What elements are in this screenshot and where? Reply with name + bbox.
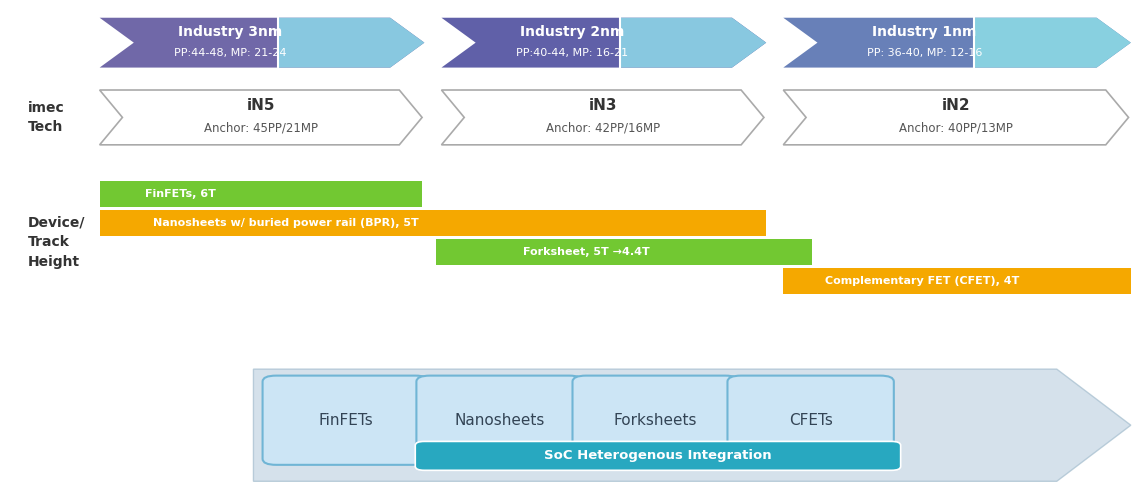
FancyBboxPatch shape: [262, 375, 429, 465]
Text: Complementary FET (CFET), 4T: Complementary FET (CFET), 4T: [826, 276, 1019, 286]
Text: FinFETs: FinFETs: [318, 413, 373, 428]
Text: iN5: iN5: [246, 98, 275, 113]
Text: Industry 1nm: Industry 1nm: [872, 25, 977, 39]
FancyBboxPatch shape: [100, 181, 423, 207]
Polygon shape: [783, 90, 1129, 145]
Text: PP: 36-40, MP: 12-16: PP: 36-40, MP: 12-16: [867, 47, 982, 57]
Text: CFETs: CFETs: [789, 413, 832, 428]
FancyBboxPatch shape: [783, 268, 1131, 294]
Text: Forksheet, 5T →4.4T: Forksheet, 5T →4.4T: [523, 247, 649, 257]
Polygon shape: [621, 18, 766, 68]
Text: Anchor: 45PP/21MP: Anchor: 45PP/21MP: [204, 122, 318, 135]
FancyBboxPatch shape: [417, 375, 583, 465]
Text: imec
Tech: imec Tech: [27, 101, 64, 134]
Polygon shape: [100, 90, 423, 145]
Polygon shape: [974, 18, 1131, 68]
Text: Anchor: 40PP/13MP: Anchor: 40PP/13MP: [899, 122, 1013, 135]
FancyBboxPatch shape: [436, 239, 812, 265]
Text: iN2: iN2: [941, 98, 970, 113]
FancyBboxPatch shape: [416, 442, 901, 470]
Text: Anchor: 42PP/16MP: Anchor: 42PP/16MP: [546, 122, 660, 135]
Text: Industry 3nm: Industry 3nm: [179, 25, 283, 39]
FancyBboxPatch shape: [100, 210, 766, 236]
Text: SoC Heterogenous Integration: SoC Heterogenous Integration: [544, 450, 772, 462]
Text: Forksheets: Forksheets: [614, 413, 697, 428]
Text: PP:40-44, MP: 16-21: PP:40-44, MP: 16-21: [516, 47, 629, 57]
Polygon shape: [100, 18, 425, 68]
Polygon shape: [278, 18, 425, 68]
FancyBboxPatch shape: [572, 375, 739, 465]
Text: Device/
Track
Height: Device/ Track Height: [27, 216, 86, 269]
Text: Industry 2nm: Industry 2nm: [520, 25, 624, 39]
Text: iN3: iN3: [589, 98, 617, 113]
Text: PP:44-48, MP: 21-24: PP:44-48, MP: 21-24: [174, 47, 286, 57]
Text: Nanosheets: Nanosheets: [455, 413, 545, 428]
Text: FinFETs, 6T: FinFETs, 6T: [144, 189, 215, 199]
Polygon shape: [442, 18, 766, 68]
Polygon shape: [253, 369, 1131, 481]
Text: Nanosheets w/ buried power rail (BPR), 5T: Nanosheets w/ buried power rail (BPR), 5…: [153, 218, 419, 228]
Polygon shape: [442, 90, 764, 145]
FancyBboxPatch shape: [727, 375, 894, 465]
Polygon shape: [783, 18, 1131, 68]
